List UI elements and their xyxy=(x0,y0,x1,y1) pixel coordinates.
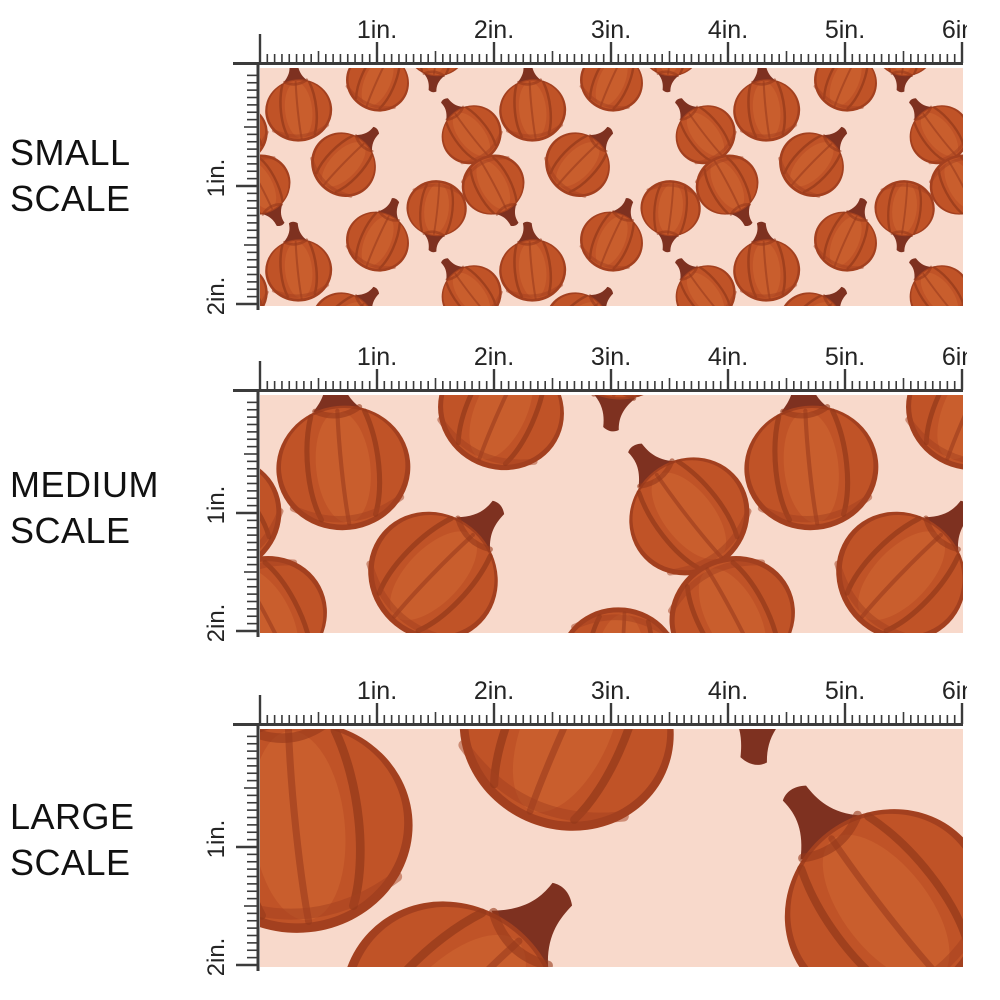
h-ruler-inch-label: 1in. xyxy=(357,16,397,44)
vertical-ruler-large: 1in. 2in. xyxy=(203,723,260,975)
h-ruler-inch-label: 4in. xyxy=(708,677,748,705)
h-ruler-inch-label: 2in. xyxy=(474,16,514,44)
h-ruler-inch-label: 2in. xyxy=(474,343,514,371)
vertical-ruler-medium: 1in. 2in. xyxy=(203,389,260,641)
scale-label-small-line2: SCALE xyxy=(10,178,131,219)
h-ruler-inch-label: 6in. xyxy=(942,16,967,44)
horizontal-ruler-small: 1in. 2in. 3in. 4in. 5in. 6in. xyxy=(233,16,967,65)
h-ruler-inch-label: 3in. xyxy=(591,677,631,705)
scale-label-medium-line2: SCALE xyxy=(10,510,131,551)
v-ruler-inch-label: 1in. xyxy=(203,159,230,198)
v-ruler-inch-label: 1in. xyxy=(203,820,230,859)
vertical-ruler-small: 1in. 2in. xyxy=(203,62,260,314)
scale-label-small: SMALL SCALE xyxy=(10,130,131,222)
h-ruler-inch-label: 6in. xyxy=(942,677,967,705)
h-ruler-inch-label: 5in. xyxy=(825,16,865,44)
h-ruler-inch-label: 3in. xyxy=(591,16,631,44)
v-ruler-inch-label: 2in. xyxy=(203,938,230,975)
scale-label-large-line2: SCALE xyxy=(10,842,131,883)
h-ruler-inch-label: 1in. xyxy=(357,343,397,371)
h-ruler-inch-label: 1in. xyxy=(357,677,397,705)
horizontal-ruler-large: 1in. 2in. 3in. 4in. 5in. 6in. xyxy=(233,677,967,726)
scale-label-medium: MEDIUM SCALE xyxy=(10,462,159,554)
h-ruler-inch-label: 6in. xyxy=(942,343,967,371)
scale-label-medium-line1: MEDIUM xyxy=(10,464,159,505)
h-ruler-inch-label: 5in. xyxy=(825,343,865,371)
v-ruler-inch-label: 2in. xyxy=(203,277,230,314)
scale-label-large: LARGE SCALE xyxy=(10,794,135,886)
fabric-swatch-large xyxy=(260,729,963,967)
h-ruler-inch-label: 3in. xyxy=(591,343,631,371)
scale-label-small-line1: SMALL xyxy=(10,132,131,173)
h-ruler-inch-label: 4in. xyxy=(708,16,748,44)
fabric-swatch-medium xyxy=(260,395,963,633)
h-ruler-inch-label: 2in. xyxy=(474,677,514,705)
v-ruler-inch-label: 2in. xyxy=(203,604,230,641)
v-ruler-inch-label: 1in. xyxy=(203,486,230,525)
scale-label-large-line1: LARGE xyxy=(10,796,135,837)
fabric-swatch-small xyxy=(260,68,963,306)
h-ruler-inch-label: 4in. xyxy=(708,343,748,371)
h-ruler-inch-label: 5in. xyxy=(825,677,865,705)
horizontal-ruler-medium: 1in. 2in. 3in. 4in. 5in. 6in. xyxy=(233,343,967,392)
